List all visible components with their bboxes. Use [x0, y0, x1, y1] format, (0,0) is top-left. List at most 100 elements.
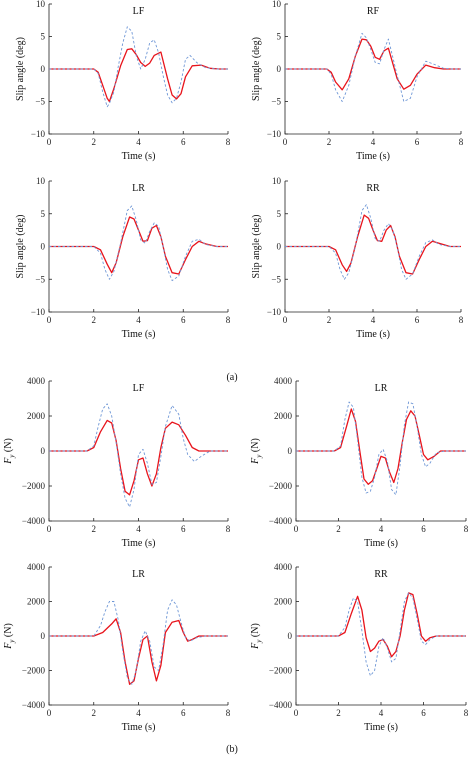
x-tick-label: 4	[379, 524, 384, 534]
x-axis-label: Time (s)	[356, 329, 390, 340]
y-tick-label: −5	[35, 97, 45, 107]
x-tick-label: 8	[459, 137, 464, 147]
subplot-3: 0 2 4 6 8 −10 −5 0 5 10 LR Time (s) Slip angle (deg)	[15, 176, 231, 340]
x-axis-label: Time (s)	[122, 722, 156, 733]
x-tick-label: 2	[336, 524, 341, 534]
x-tick-label: 4	[136, 524, 141, 534]
x-tick-label: 6	[181, 708, 186, 718]
x-tick-label: 4	[371, 137, 376, 147]
y-axis-label: Fy (N)	[250, 623, 263, 650]
x-tick-label: 2	[336, 708, 341, 718]
x-tick-label: 2	[92, 524, 97, 534]
series-line-solid	[49, 48, 228, 103]
y-tick-label: 2000	[274, 597, 293, 607]
y-tick-label: 0	[41, 64, 46, 74]
caption-a: (a)	[226, 372, 237, 383]
y-tick-label: 10	[36, 176, 46, 186]
y-axis-label: Fy (N)	[250, 438, 263, 465]
x-tick-label: 0	[47, 524, 52, 534]
y-axis-label: Fy (N)	[3, 623, 16, 650]
y-tick-label: 4000	[27, 376, 46, 386]
y-tick-label: −5	[35, 274, 45, 284]
series-line-dashed	[49, 403, 228, 508]
x-tick-label: 2	[92, 708, 97, 718]
x-tick-label: 2	[327, 315, 332, 325]
x-tick-label: 6	[181, 315, 186, 325]
subplot-7: 0 2 4 6 8 −4000 −2000 0 2000 4000 LR Time (s) Fy (N)	[3, 562, 231, 733]
x-tick-label: 0	[283, 315, 288, 325]
series-line-dashed	[49, 26, 228, 108]
series-line-solid	[49, 618, 228, 685]
y-tick-label: 5	[41, 209, 46, 219]
x-tick-label: 8	[464, 524, 469, 534]
y-tick-label: −10	[31, 129, 46, 139]
x-axis-label: Time (s)	[122, 151, 156, 162]
y-tick-label: 4000	[274, 562, 293, 572]
y-tick-label: 10	[272, 0, 282, 9]
y-tick-label: −4000	[22, 516, 46, 526]
y-tick-label: −4000	[269, 516, 293, 526]
subplot-2: 0 2 4 6 8 −10 −5 0 5 10 RF Time (s) Slip angle (deg)	[251, 0, 464, 162]
x-tick-label: 8	[464, 708, 469, 718]
x-tick-label: 4	[136, 137, 141, 147]
x-tick-label: 0	[47, 708, 52, 718]
series-line-dashed	[296, 592, 466, 677]
subplot-5: 0 2 4 6 8 −4000 −2000 0 2000 4000 LF Time (s) Fy (N)	[3, 376, 231, 549]
x-tick-label: 4	[136, 315, 141, 325]
y-axis-label: Slip angle (deg)	[251, 215, 262, 279]
series-line-solid	[49, 419, 228, 496]
y-tick-label: 10	[36, 0, 46, 9]
x-axis-label: Time (s)	[364, 722, 398, 733]
series-line-solid	[285, 214, 461, 275]
x-axis-label: Time (s)	[122, 538, 156, 549]
y-tick-label: 0	[41, 446, 46, 456]
y-tick-label: −2000	[22, 666, 46, 676]
x-axis-label: Time (s)	[122, 329, 156, 340]
x-tick-label: 4	[371, 315, 376, 325]
y-tick-label: 0	[277, 242, 282, 252]
y-tick-label: −10	[267, 307, 282, 317]
x-tick-label: 8	[226, 708, 231, 718]
x-tick-label: 4	[136, 708, 141, 718]
subplot-8: 0 2 4 6 8 −4000 −2000 0 2000 4000 RR Time (s) Fy (N)	[250, 562, 469, 733]
x-tick-label: 6	[415, 137, 420, 147]
y-tick-label: −4000	[22, 700, 46, 710]
x-tick-label: 4	[379, 708, 384, 718]
subplot-title: LR	[375, 383, 388, 394]
x-tick-label: 0	[47, 137, 52, 147]
y-tick-label: −2000	[269, 481, 293, 491]
y-tick-label: 10	[272, 176, 282, 186]
x-tick-label: 6	[181, 524, 186, 534]
series-line-solid	[285, 38, 461, 91]
y-axis-label: Slip angle (deg)	[251, 37, 262, 101]
y-tick-label: 2000	[274, 411, 293, 421]
x-tick-label: 0	[283, 137, 288, 147]
subplot-title: LF	[133, 383, 145, 394]
series-line-dashed	[285, 32, 461, 102]
subplot-title: RF	[367, 6, 380, 17]
caption-b: (b)	[226, 744, 238, 755]
y-tick-label: 2000	[27, 411, 46, 421]
subplot-4: 0 2 4 6 8 −10 −5 0 5 10 RR Time (s) Slip angle (deg)	[251, 176, 464, 340]
series-line-dashed	[49, 205, 228, 282]
y-tick-label: −4000	[269, 700, 293, 710]
y-tick-label: 4000	[274, 376, 293, 386]
y-tick-label: 5	[41, 32, 46, 42]
y-tick-label: −5	[271, 97, 281, 107]
x-tick-label: 6	[421, 708, 426, 718]
y-tick-label: 0	[41, 631, 46, 641]
y-tick-label: 5	[277, 209, 282, 219]
y-axis-label: Fy (N)	[3, 438, 16, 465]
y-tick-label: 2000	[27, 597, 46, 607]
x-tick-label: 0	[47, 315, 52, 325]
series-line-dashed	[49, 599, 228, 685]
x-tick-label: 2	[92, 137, 97, 147]
series-line-solid	[296, 592, 466, 658]
y-tick-label: −5	[271, 274, 281, 284]
y-tick-label: 5	[277, 32, 282, 42]
y-tick-label: −10	[31, 307, 46, 317]
y-tick-label: 0	[277, 64, 282, 74]
subplot-1: 0 2 4 6 8 −10 −5 0 5 10 LF Time (s) Slip angle (deg)	[15, 0, 231, 162]
x-axis-label: Time (s)	[356, 151, 390, 162]
